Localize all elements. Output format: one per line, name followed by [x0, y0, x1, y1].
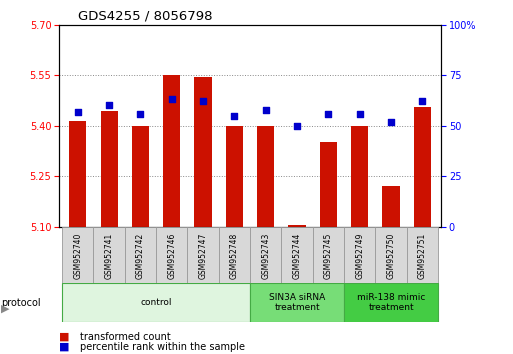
Point — [168, 97, 176, 102]
Point — [293, 123, 301, 129]
Bar — [163, 75, 181, 227]
Bar — [407, 227, 438, 285]
Text: miR-138 mimic
treatment: miR-138 mimic treatment — [357, 293, 425, 312]
Bar — [344, 283, 438, 322]
Point — [105, 103, 113, 108]
Text: GSM952751: GSM952751 — [418, 233, 427, 279]
Text: GDS4255 / 8056798: GDS4255 / 8056798 — [78, 9, 212, 22]
Bar — [288, 225, 306, 227]
Bar — [344, 227, 376, 285]
Point — [418, 99, 426, 104]
Text: GSM952750: GSM952750 — [387, 233, 396, 279]
Text: GSM952748: GSM952748 — [230, 233, 239, 279]
Point — [199, 99, 207, 104]
Text: GSM952749: GSM952749 — [355, 233, 364, 279]
Bar — [250, 283, 344, 322]
Bar — [69, 121, 86, 227]
Text: GSM952743: GSM952743 — [261, 233, 270, 279]
Text: ■: ■ — [59, 342, 69, 352]
Point — [262, 107, 270, 112]
Bar — [226, 126, 243, 227]
Bar — [194, 77, 212, 227]
Point — [74, 109, 82, 114]
Bar — [414, 107, 431, 227]
Bar — [376, 227, 407, 285]
Bar — [187, 227, 219, 285]
Bar — [383, 186, 400, 227]
Bar — [62, 283, 250, 322]
Bar — [156, 227, 187, 285]
Text: GSM952744: GSM952744 — [292, 233, 302, 279]
Bar — [250, 227, 282, 285]
Point — [136, 111, 145, 116]
Text: GSM952746: GSM952746 — [167, 233, 176, 279]
Text: percentile rank within the sample: percentile rank within the sample — [80, 342, 245, 352]
Point — [356, 111, 364, 116]
Bar — [257, 126, 274, 227]
Text: GSM952741: GSM952741 — [105, 233, 113, 279]
Point — [387, 119, 395, 125]
Text: GSM952747: GSM952747 — [199, 233, 208, 279]
Text: transformed count: transformed count — [80, 332, 170, 342]
Point — [230, 113, 239, 118]
Bar — [219, 227, 250, 285]
Bar — [101, 110, 117, 227]
Bar — [93, 227, 125, 285]
Text: GSM952740: GSM952740 — [73, 233, 82, 279]
Text: GSM952742: GSM952742 — [136, 233, 145, 279]
Bar — [313, 227, 344, 285]
Bar — [351, 126, 368, 227]
Text: protocol: protocol — [1, 298, 41, 308]
Bar — [132, 126, 149, 227]
Bar — [282, 227, 313, 285]
Text: GSM952745: GSM952745 — [324, 233, 333, 279]
Text: control: control — [141, 298, 172, 307]
Text: ▶: ▶ — [1, 304, 10, 314]
Text: ■: ■ — [59, 332, 69, 342]
Point — [324, 111, 332, 116]
Text: SIN3A siRNA
treatment: SIN3A siRNA treatment — [269, 293, 325, 312]
Bar — [125, 227, 156, 285]
Bar — [62, 227, 93, 285]
Bar — [320, 142, 337, 227]
